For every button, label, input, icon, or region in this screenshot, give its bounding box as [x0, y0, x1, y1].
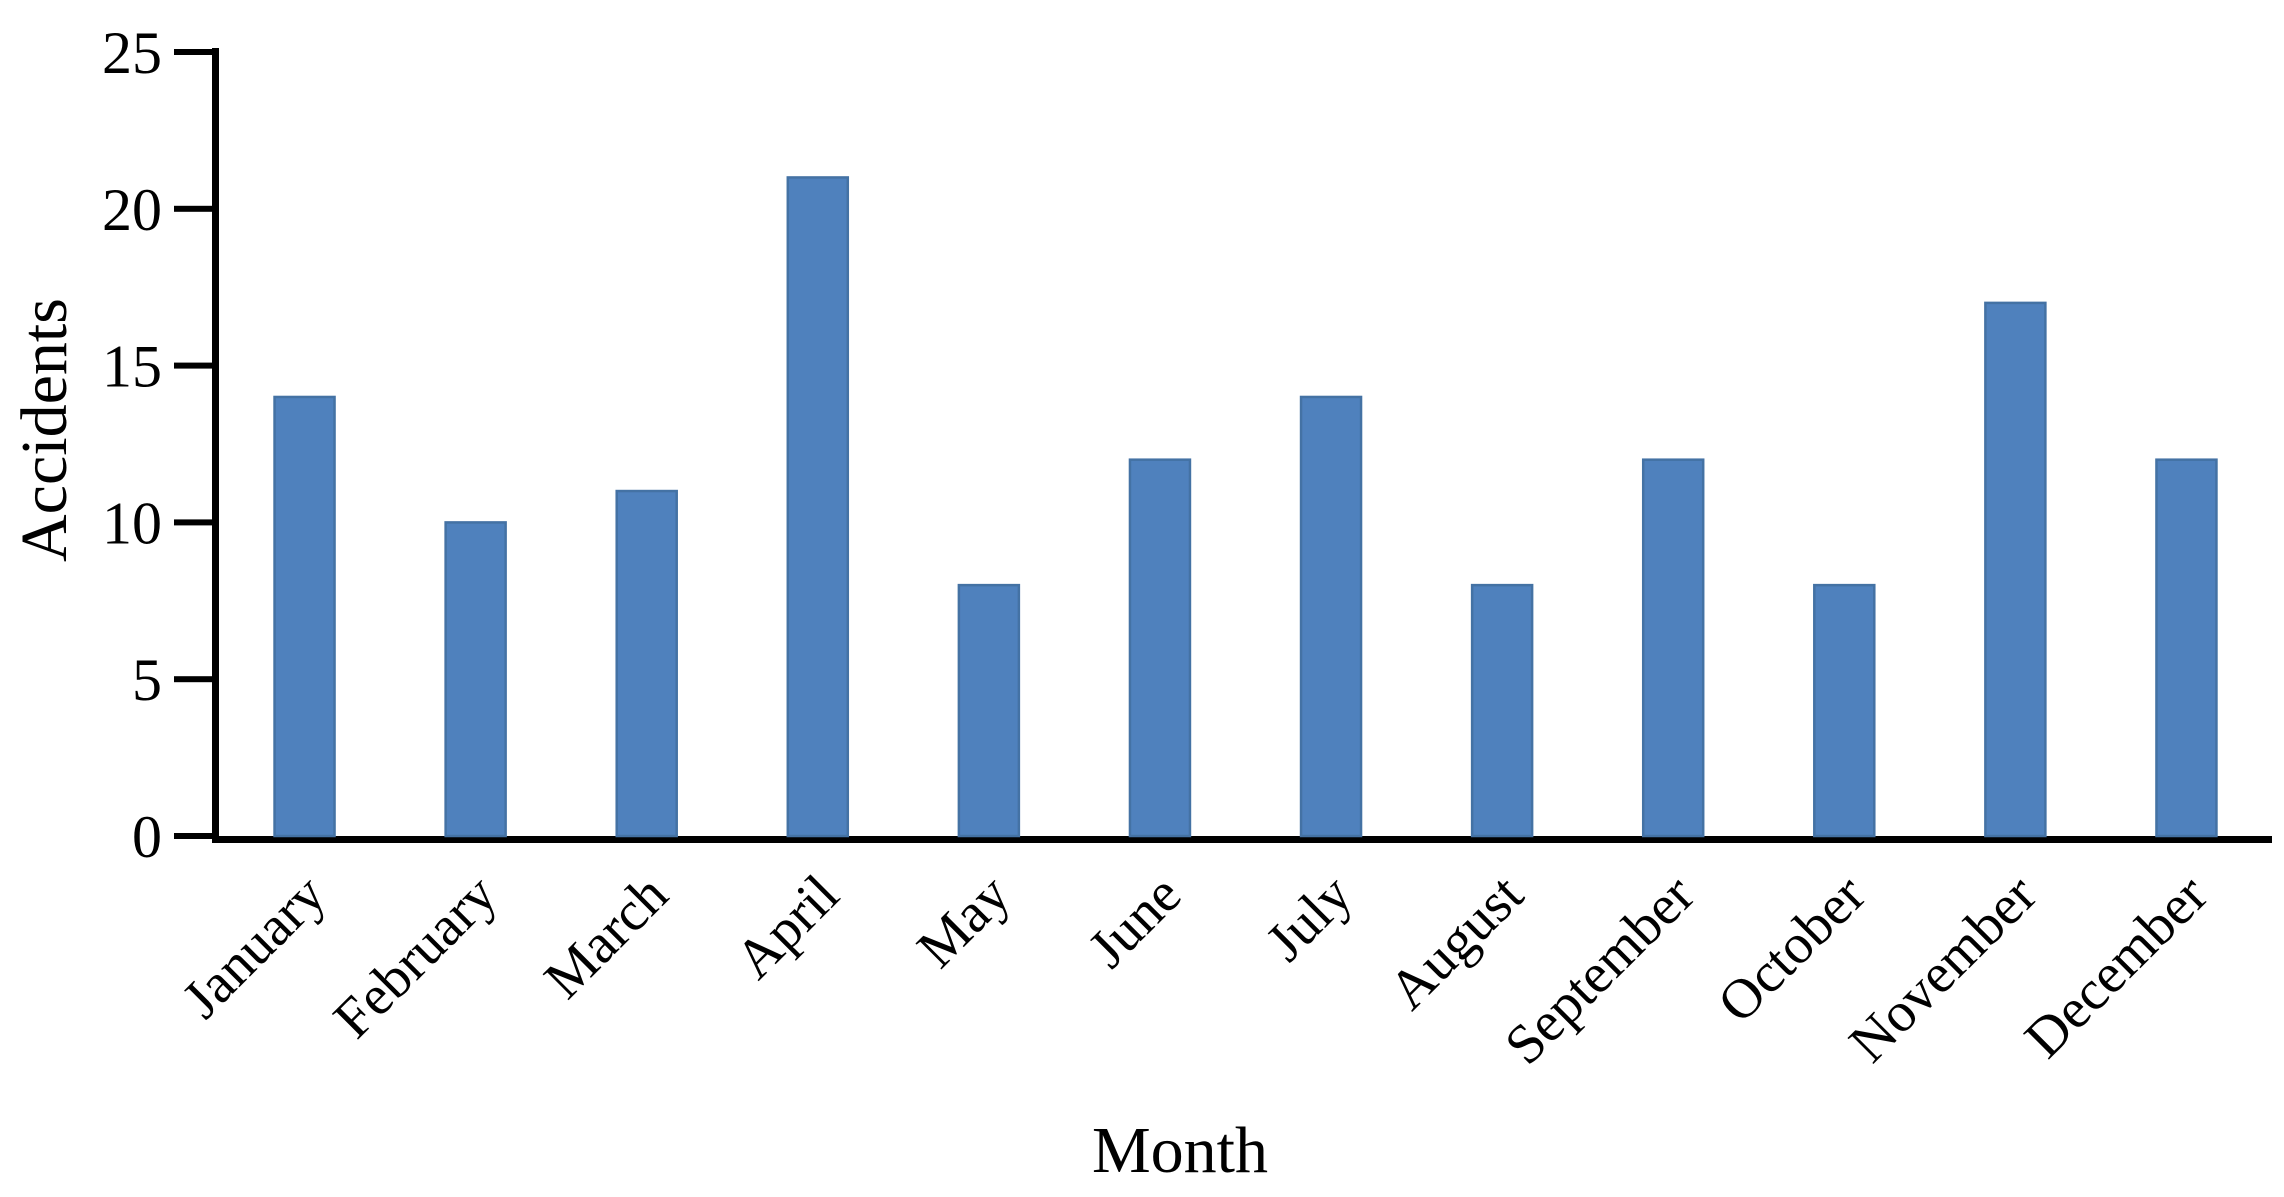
bar-october	[1813, 583, 1876, 838]
x-tick-label-may: May	[906, 863, 1022, 979]
x-tick-label-august: August	[1377, 863, 1536, 1022]
x-tick-label-december: December	[2013, 863, 2220, 1070]
y-tick-label: 15	[102, 334, 162, 400]
y-axis-tick	[174, 676, 212, 683]
x-axis-title: Month	[1091, 1114, 1269, 1187]
bar-february	[444, 521, 507, 838]
y-axis-tick	[174, 49, 212, 55]
y-tick-label: 5	[132, 647, 162, 713]
y-axis-tick	[174, 833, 212, 839]
y-axis-tick	[174, 362, 212, 369]
bar-august	[1470, 583, 1534, 838]
y-tick-label: 20	[102, 177, 162, 243]
bar-september	[1641, 458, 1705, 838]
y-tick-label: 0	[132, 804, 162, 870]
bar-may	[957, 583, 1021, 838]
bar-june	[1128, 458, 1192, 838]
x-tick-label-september: September	[1493, 863, 1706, 1076]
y-axis-title: Accidents	[8, 298, 81, 562]
x-tick-label-february: February	[322, 863, 509, 1050]
x-tick-label-march: March	[533, 863, 680, 1010]
y-tick-label: 10	[102, 490, 162, 556]
x-tick-label-june: June	[1077, 863, 1193, 979]
x-tick-label-january: January	[171, 863, 338, 1030]
y-axis-tick	[174, 519, 212, 526]
y-axis-tick	[174, 205, 212, 212]
bar-july	[1299, 395, 1363, 838]
x-tick-label-april: April	[724, 863, 851, 990]
x-tick-label-november: November	[1838, 863, 2049, 1074]
bar-april	[786, 176, 850, 838]
bar-january	[273, 395, 336, 838]
y-tick-label: 25	[102, 20, 162, 86]
bar-march	[615, 489, 678, 838]
y-axis-line	[212, 48, 219, 843]
x-tick-label-july: July	[1254, 863, 1364, 973]
x-axis-line	[212, 836, 2272, 843]
bar-november	[1984, 301, 2047, 838]
bar-december	[2155, 458, 2218, 838]
x-tick-label-october: October	[1706, 863, 1878, 1035]
